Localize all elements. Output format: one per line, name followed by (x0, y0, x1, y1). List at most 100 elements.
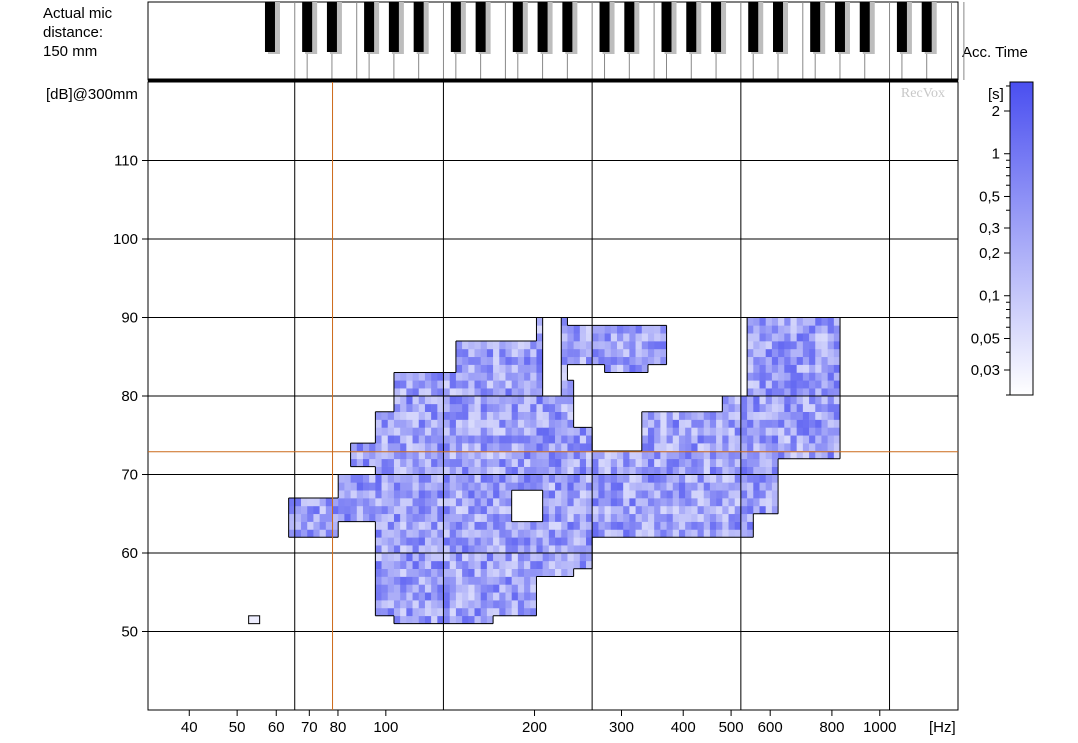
heatmap-cell (709, 427, 717, 436)
heatmap-cell (765, 505, 773, 515)
heatmap-cell (654, 474, 661, 483)
heatmap-cell (703, 450, 711, 460)
heatmap-cell (790, 427, 797, 436)
heatmap-cell (740, 419, 748, 428)
heatmap-cell (517, 450, 525, 460)
heatmap-cell (486, 443, 494, 452)
heatmap-cell (567, 521, 574, 530)
heatmap-cell (400, 466, 407, 475)
heatmap-cell (561, 443, 568, 452)
heatmap-cell (381, 568, 389, 577)
heatmap-cell (833, 333, 841, 342)
heatmap-cell (462, 529, 469, 538)
heatmap-cell (784, 348, 791, 358)
heatmap-cell (827, 403, 835, 412)
piano-black-key (859, 2, 870, 52)
heatmap-cell (455, 380, 463, 389)
heatmap-cell (536, 419, 543, 428)
heatmap-cell (573, 435, 581, 444)
heatmap-cell (623, 498, 630, 507)
heatmap-cell (524, 584, 531, 593)
piano-black-key (302, 2, 313, 52)
heatmap-cell (499, 341, 506, 350)
heatmap-cell (362, 498, 370, 507)
heatmap-cell (480, 568, 488, 577)
heatmap-cell (325, 529, 333, 538)
heatmap-cell (424, 592, 432, 601)
heatmap-cell (480, 341, 488, 350)
heatmap-cell (499, 443, 506, 452)
heatmap-cell (480, 553, 488, 562)
heatmap-cell (802, 443, 810, 452)
heatmap-cell (375, 411, 382, 420)
x-tick-label: 600 (758, 719, 783, 736)
heatmap-cell (468, 458, 475, 467)
heatmap-cell (697, 466, 705, 475)
heatmap-cell (660, 435, 667, 444)
heatmap-cell (480, 498, 488, 507)
heatmap-cell (821, 450, 828, 460)
heatmap-cell (524, 380, 531, 389)
heatmap-cell (443, 521, 451, 530)
heatmap-cell (586, 435, 593, 444)
heatmap-cell (759, 388, 766, 397)
heatmap-cell (455, 505, 463, 515)
heatmap-cell (437, 529, 444, 538)
heatmap-cell (449, 592, 457, 601)
x-axis-ticks: 40 50 60 70 80 100 200 300 400 500 600 800 1000 (181, 710, 896, 736)
heatmap-cell (524, 450, 531, 460)
heatmap-cell (536, 427, 543, 436)
heatmap-cell (294, 513, 302, 522)
heatmap-cell (753, 466, 760, 475)
heatmap-cell (369, 505, 376, 515)
heatmap-cell (313, 505, 320, 515)
heatmap-cell (778, 333, 785, 342)
heatmap-cell (443, 396, 451, 405)
heatmap-cell (579, 458, 587, 467)
heatmap-cell (796, 419, 804, 428)
heatmap-cell (765, 403, 773, 412)
heatmap-cell (462, 450, 469, 460)
heatmap-cell (493, 482, 500, 491)
heatmap-cell (555, 490, 562, 499)
heatmap-cell (431, 482, 438, 491)
heatmap-cell (499, 474, 506, 483)
heatmap-cell (672, 419, 680, 428)
heatmap-cell (709, 521, 717, 530)
heatmap-cell (802, 388, 810, 397)
heatmap-cell (685, 474, 692, 483)
heatmap-cell (517, 474, 525, 483)
heatmap-cell (796, 411, 804, 420)
heatmap-cell (307, 498, 314, 507)
heatmap-cell (784, 450, 791, 460)
heatmap-cell (790, 356, 797, 365)
heatmap-cell (536, 333, 543, 342)
heatmap-cell (617, 466, 624, 475)
heatmap-cell (474, 380, 482, 389)
heatmap-cell (722, 411, 729, 420)
heatmap-cell (505, 388, 512, 397)
heatmap-cell (542, 450, 550, 460)
heatmap-cell (505, 356, 512, 365)
heatmap-cell (740, 450, 748, 460)
heatmap-cell (536, 560, 543, 569)
heatmap-cell (393, 521, 401, 530)
acc-time-label: Acc. Time (962, 44, 1028, 61)
heatmap-cell (641, 325, 649, 334)
heatmap-cell (400, 474, 407, 483)
heatmap-cell (759, 364, 766, 373)
heatmap-cell (759, 490, 766, 499)
heatmap-cell (400, 380, 407, 389)
heatmap-cell (759, 317, 766, 326)
heatmap-cell (592, 356, 599, 365)
heatmap-cell (796, 435, 804, 444)
heatmap-cell (505, 396, 512, 405)
heatmap-cell (288, 498, 296, 507)
heatmap-cell (555, 466, 562, 475)
heatmap-cell (387, 498, 395, 507)
heatmap-cell (747, 458, 754, 467)
heatmap-cell (542, 490, 550, 499)
heatmap-cell (641, 427, 649, 436)
heatmap-cell (833, 317, 841, 326)
